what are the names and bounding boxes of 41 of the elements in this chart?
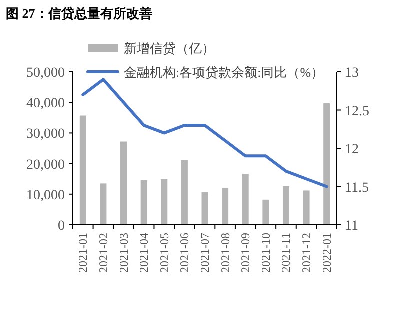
y-tick-label: 40,000 bbox=[26, 96, 65, 112]
bar bbox=[100, 184, 107, 225]
x-tick-label: 2021-02 bbox=[96, 233, 110, 273]
y-tick-label: 30,000 bbox=[26, 127, 65, 142]
bar bbox=[181, 160, 188, 225]
bar bbox=[80, 116, 86, 225]
x-tick-label: 2021-05 bbox=[157, 233, 172, 273]
chart-title: 图 27：信贷总量有所改善 bbox=[6, 6, 152, 21]
bar bbox=[120, 142, 128, 225]
x-tick-label: 2021-12 bbox=[300, 233, 314, 273]
bar bbox=[202, 192, 208, 225]
y2-tick-label: 12.5 bbox=[345, 104, 370, 120]
bar bbox=[303, 190, 310, 225]
y-tick-label: 10,000 bbox=[26, 188, 65, 204]
bar bbox=[222, 188, 229, 225]
y-tick-label: 50,000 bbox=[26, 66, 65, 81]
bar bbox=[324, 104, 330, 225]
y2-tick-label: 11.5 bbox=[345, 180, 369, 196]
x-tick-label: 2021-04 bbox=[137, 233, 152, 273]
x-tick-label: 2022-01 bbox=[320, 233, 334, 273]
x-tick-label: 2021-11 bbox=[279, 233, 294, 273]
x-tick-label: 2021-08 bbox=[218, 233, 232, 273]
y2-tick-label: 11 bbox=[345, 219, 358, 234]
x-tick-label: 2021-10 bbox=[258, 233, 273, 273]
x-tick-label: 2021-03 bbox=[116, 233, 131, 273]
y2-tick-label: 12 bbox=[345, 142, 359, 158]
legend-label: 新增信贷（亿） bbox=[124, 41, 215, 56]
y2-tick-label: 13 bbox=[345, 66, 359, 81]
x-tick-label: 2021-09 bbox=[238, 233, 253, 273]
line-series bbox=[82, 78, 328, 188]
legend-label: 金融机构:各项贷款余额:同比（%） bbox=[124, 65, 324, 80]
x-tick-label: 2021-01 bbox=[76, 233, 90, 273]
y-tick-label: 0 bbox=[58, 219, 65, 234]
bar bbox=[140, 180, 148, 225]
bar bbox=[242, 174, 249, 225]
x-tick-label: 2021-07 bbox=[198, 233, 212, 273]
x-tick-label: 2021-06 bbox=[178, 233, 192, 273]
bar bbox=[282, 186, 290, 225]
y-tick-label: 20,000 bbox=[26, 158, 65, 173]
bar bbox=[161, 179, 168, 225]
bar bbox=[262, 200, 270, 225]
